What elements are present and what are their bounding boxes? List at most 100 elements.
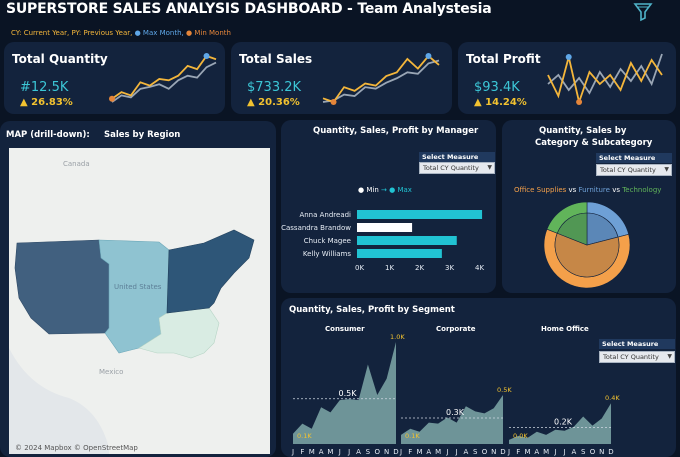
month-label: M xyxy=(417,448,423,456)
month-label: D xyxy=(393,448,398,456)
select-value: Total CY Quantity xyxy=(600,166,656,174)
cy-line xyxy=(322,54,440,104)
label-mexico: Mexico xyxy=(99,368,124,376)
label-united-states: United States xyxy=(114,283,162,291)
month-label: F xyxy=(408,448,412,456)
month-label: S xyxy=(581,448,586,456)
segment-max-label: 1.0K xyxy=(390,333,405,341)
month-label: J xyxy=(445,448,448,456)
label-canada: Canada xyxy=(63,160,90,168)
axis-tick: 4K xyxy=(475,264,485,272)
month-label: O xyxy=(482,448,488,456)
segment-max-label: 0.5K xyxy=(497,386,512,394)
segment-area xyxy=(293,342,396,444)
manager-name-label: Chuck Magee xyxy=(304,237,351,245)
chevron-down-icon: ▼ xyxy=(487,164,492,171)
segment-measure-select[interactable]: Total CY Quantity ▼ xyxy=(599,351,675,363)
month-label: M xyxy=(435,448,441,456)
manager-bar-chart[interactable]: Anna Andreadi Cassandra Brandow Chuck Mage… xyxy=(281,204,496,279)
kpi-value: $733.2K xyxy=(247,80,302,95)
manager-panel: Quantity, Sales, Profit by Manager Selec… xyxy=(281,120,496,293)
month-label: F xyxy=(516,448,520,456)
month-label: O xyxy=(590,448,596,456)
manager-bar xyxy=(357,223,413,232)
manager-name-label: Cassandra Brandow xyxy=(281,224,351,232)
month-label: A xyxy=(534,448,539,456)
segment-area-chart[interactable]: 0.5K1.0K0.1KJ F M A M J J A S O N D0.3K0.5K0.1KJ F M A… xyxy=(281,298,676,457)
min-month-dot xyxy=(330,99,337,105)
manager-title: Quantity, Sales, Profit by Manager xyxy=(313,126,479,136)
page-title: SUPERSTORE SALES ANALYSIS DASHBOARD - Te… xyxy=(6,1,492,17)
us-sales-map[interactable]: Canada United States Mexico © 2024 Mapbo… xyxy=(9,148,270,454)
max-month-dot xyxy=(203,53,210,59)
donut-slice xyxy=(554,232,620,278)
min-month-dot xyxy=(109,95,115,102)
segment-select-label: Select Measure xyxy=(599,339,675,349)
axis-tick: 3K xyxy=(445,264,455,272)
month-label: J xyxy=(399,448,402,456)
legend-furniture: Furniture xyxy=(578,186,610,194)
kpi-sparkline[interactable] xyxy=(544,48,666,106)
funnel-icon[interactable] xyxy=(633,2,653,22)
kpi-title: Total Profit xyxy=(466,52,541,66)
legend-max-month: ● Max Month, xyxy=(134,29,184,37)
segment-head-corporate: Corporate xyxy=(436,325,476,333)
month-label: S xyxy=(473,448,478,456)
segment-panel: Quantity, Sales, Profit by Segment Selec… xyxy=(281,298,676,457)
py-line xyxy=(322,59,440,103)
segment-head-consumer: Consumer xyxy=(325,325,365,333)
chevron-down-icon: ▼ xyxy=(667,353,672,360)
kpi-value: #12.5K xyxy=(20,80,69,95)
segment-title: Quantity, Sales, Profit by Segment xyxy=(289,305,455,315)
manager-bar xyxy=(357,249,442,258)
month-label: N xyxy=(384,448,389,456)
manager-measure-select[interactable]: Total CY Quantity ▼ xyxy=(419,162,495,174)
kpi-sparkline[interactable] xyxy=(319,50,443,106)
kpi-sparkline[interactable] xyxy=(108,50,220,106)
month-label: A xyxy=(426,448,431,456)
segment-area xyxy=(509,403,611,444)
kpi-title: Total Sales xyxy=(239,52,313,66)
segment-min-label: 0.1K xyxy=(297,432,312,440)
month-label: A xyxy=(464,448,469,456)
month-label: J xyxy=(563,448,566,456)
legend-vs: vs xyxy=(566,186,579,194)
month-label: J xyxy=(553,448,556,456)
month-label: M xyxy=(327,448,333,456)
month-label: J xyxy=(347,448,350,456)
month-label: A xyxy=(356,448,361,456)
kpi-value: $93.4K xyxy=(474,80,520,95)
month-label: J xyxy=(291,448,294,456)
kpi-card-quantity: Total Quantity #12.5K ▲ 26.83% xyxy=(4,42,225,114)
map-canvas[interactable] xyxy=(9,148,270,454)
category-title-1: Quantity, Sales by xyxy=(539,126,627,136)
segment-min-label: 0.1K xyxy=(405,432,420,440)
month-label: A xyxy=(319,448,324,456)
donut-slice xyxy=(556,212,588,246)
month-label: O xyxy=(375,448,381,456)
month-label: A xyxy=(572,448,577,456)
cy-line xyxy=(111,54,217,100)
legend-min: ● Min xyxy=(358,186,379,194)
category-measure-select[interactable]: Total CY Quantity ▼ xyxy=(596,164,672,176)
month-label: M xyxy=(309,448,315,456)
legend-max: ● Max xyxy=(389,186,412,194)
kpi-delta: ▲ 20.36% xyxy=(247,97,300,108)
kpi-delta: ▲ 26.83% xyxy=(20,97,73,108)
category-donut-chart[interactable] xyxy=(542,200,632,290)
month-label: J xyxy=(338,448,341,456)
legend-office: Office Supplies xyxy=(514,186,567,194)
segment-head-home-office: Home Office xyxy=(541,325,589,333)
month-label: J xyxy=(455,448,458,456)
month-label: M xyxy=(543,448,549,456)
select-value: Total CY Quantity xyxy=(603,353,659,361)
map-credit: © 2024 Mapbox © OpenStreetMap xyxy=(15,444,138,452)
segment-avg-label: 0.3K xyxy=(446,408,465,417)
axis-tick: 1K xyxy=(385,264,395,272)
min-month-dot xyxy=(576,99,583,105)
legend-vs: vs xyxy=(609,186,623,194)
month-label: D xyxy=(608,448,613,456)
axis-tick: 2K xyxy=(415,264,425,272)
category-legend: Office Supplies vs Furniture vs Technolo… xyxy=(514,186,661,194)
legend-min-month: ● Min Month xyxy=(186,29,231,37)
